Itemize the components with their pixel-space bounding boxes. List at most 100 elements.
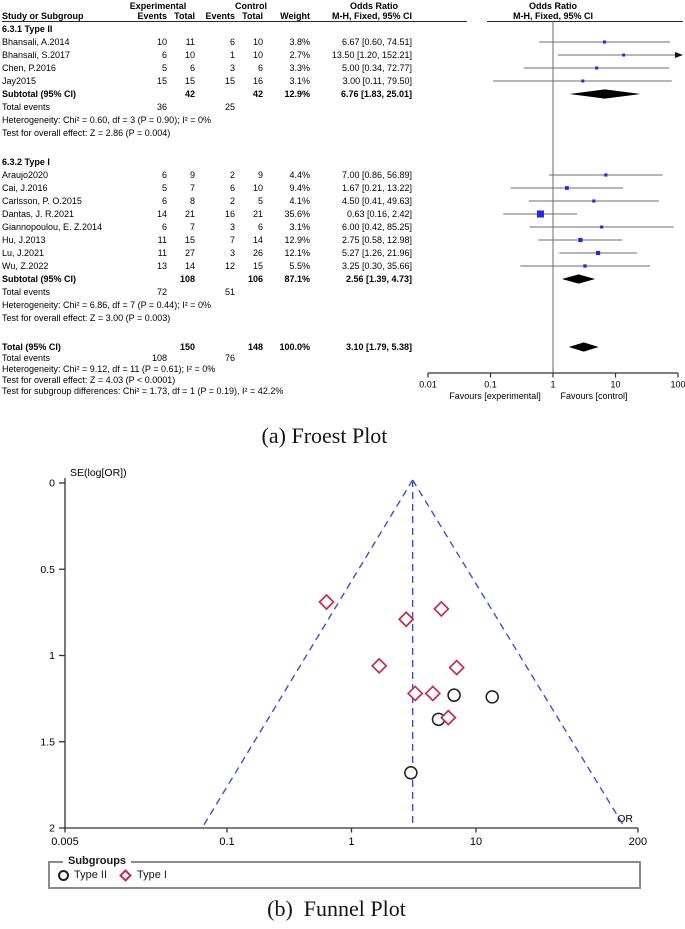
forest-x-tick-label: 0.1: [484, 380, 497, 390]
forest-plot-graph: 0.01 0.1 1 10 100 Favours [experimental] Favou…: [419, 22, 685, 401]
study-name: Hu, J.2013: [2, 234, 46, 245]
exp-total-cell: 8: [189, 195, 195, 206]
stat-note: Heterogeneity: Chi² = 9.12, df = 11 (P =…: [2, 363, 216, 374]
header-underline-left: [2, 20, 467, 22]
ctrl-events-cell: 3: [229, 247, 235, 258]
subtotal-diamond: [561, 274, 596, 284]
weight-cell: 87.1%: [284, 273, 310, 284]
weight-cell: 3.3%: [289, 62, 310, 73]
subgroup-title: 6.3.2 Type I: [2, 156, 50, 167]
subtotal-label: Subtotal (95% CI): [2, 273, 77, 284]
ctrl-total-cell: 5: [257, 195, 263, 206]
weight-cell: 3.1%: [289, 75, 310, 86]
total-events-exp: 72: [156, 286, 167, 297]
funnel-y-axis-label: SE(log[OR]): [70, 467, 127, 479]
effect-square: [565, 186, 569, 190]
study-name: Bhansali, A.2014: [2, 36, 70, 47]
ci-text-cell: 1.67 [0.21, 13.22]: [341, 182, 412, 193]
effect-square: [583, 264, 587, 268]
funnel-x-tick-label: 200: [629, 836, 647, 848]
weight-cell: 12.1%: [284, 247, 310, 258]
total-events-label: Total events: [2, 352, 51, 363]
stat-note: Heterogeneity: Chi² = 0.60, df = 3 (P = …: [2, 114, 211, 125]
ci-text-cell: 6.00 [0.42, 85.25]: [341, 221, 412, 232]
effect-square: [581, 79, 585, 83]
ci-text-cell: 3.10 [1.79, 5.38]: [345, 341, 412, 352]
ctrl-events-cell: 2: [229, 169, 235, 180]
ci-text-cell: 7.00 [0.86, 56.89]: [341, 169, 412, 180]
header-underline-right: [487, 20, 683, 22]
funnel-y-tick-label: 1: [49, 650, 55, 662]
exp-events-cell: 6: [161, 221, 167, 232]
col-total-ctrl: Total: [242, 11, 263, 21]
funnel-point-type1: [371, 657, 388, 675]
exp-total-cell: 27: [184, 247, 195, 258]
favours-experimental-label: Favours [experimental]: [449, 391, 541, 401]
funnel-right-ci-dashed-line: [412, 479, 626, 829]
stat-note: Test for overall effect: Z = 4.03 (P < 0…: [2, 374, 176, 385]
funnel-point-type2: [404, 766, 418, 780]
col-weight: Weight: [280, 11, 310, 21]
funnel-y-tick-label: 1.5: [40, 736, 55, 748]
total-events-ctrl: 76: [224, 352, 235, 363]
ci-text-cell: 4.50 [0.41, 49.63]: [341, 195, 412, 206]
funnel-left-ci-dashed-line: [201, 479, 414, 829]
ctrl-total-cell: 10: [252, 49, 263, 60]
funnel-x-tick-label: 10: [470, 836, 482, 848]
stat-note: Heterogeneity: Chi² = 6.86, df = 7 (P = …: [2, 299, 211, 310]
funnel-point-type1: [440, 709, 457, 726]
funnel-point-type1: [407, 685, 424, 702]
ctrl-events-cell: 15: [224, 75, 235, 86]
exp-total-cell: 7: [189, 221, 195, 232]
stat-note: Test for overall effect: Z = 2.86 (P = 0…: [2, 127, 171, 138]
exp-total-cell: 108: [179, 273, 195, 284]
funnel-point-type1: [433, 600, 450, 618]
ci-arrow-right: [675, 52, 683, 58]
funnel-y-tick-label: 2: [49, 823, 55, 835]
exp-total-cell: 14: [184, 260, 195, 271]
exp-events-cell: 10: [156, 36, 167, 47]
weight-cell: 4.1%: [289, 195, 310, 206]
col-mh-graph: M-H, Fixed, 95% CI: [512, 11, 593, 21]
ctrl-events-cell: 12: [224, 260, 235, 271]
study-name: Carlsson, P. O.2015: [2, 195, 82, 206]
total-events-exp: 108: [151, 352, 167, 363]
effect-square: [592, 199, 596, 203]
funnel-y-tick-label: 0: [49, 478, 55, 490]
exp-events-cell: 14: [156, 208, 167, 219]
ci-text-cell: 13.50 [1.20, 152.21]: [331, 49, 412, 60]
favours-control-label: Favours [control]: [560, 391, 627, 401]
study-name: Wu, Z.2022: [2, 260, 49, 271]
ci-text-cell: 3.00 [0.11, 79.50]: [342, 75, 412, 86]
funnel-x-tick-label: 0.005: [51, 836, 79, 848]
subtotal-label: Subtotal (95% CI): [2, 88, 77, 99]
exp-total-cell: 21: [184, 208, 195, 219]
subtotal-diamond: [569, 89, 641, 99]
total-events-ctrl: 51: [224, 286, 235, 297]
weight-cell: 2.7%: [289, 49, 310, 60]
ctrl-total-cell: 26: [252, 247, 263, 258]
study-name: Araujo2020: [2, 169, 49, 180]
exp-total-cell: 42: [184, 88, 195, 99]
funnel-x-tick-label: 0.1: [219, 836, 234, 848]
funnel-y-tick-label: 0.5: [40, 564, 55, 576]
exp-total-cell: 7: [189, 182, 195, 193]
funnel-point-type1: [397, 611, 415, 628]
effect-square: [602, 40, 607, 44]
funnel-legend: Subgroups Type II Type I: [48, 855, 641, 889]
ctrl-total-cell: 106: [247, 273, 263, 284]
ci-text-cell: 5.27 [1.26, 21.96]: [341, 247, 412, 258]
exp-total-cell: 9: [189, 169, 195, 180]
exp-events-cell: 5: [161, 182, 167, 193]
col-events-ctrl: Events: [205, 11, 235, 21]
exp-events-cell: 6: [161, 169, 167, 180]
study-name: Lu, J.2021: [2, 247, 45, 258]
forest-x-tick-label: 0.01: [419, 380, 437, 390]
exp-events-cell: 13: [156, 260, 167, 271]
weight-cell: 12.9%: [284, 234, 310, 245]
col-mh-text: M-H, Fixed, 95% CI: [331, 11, 412, 21]
study-name: Dantas, J. R.2021: [2, 208, 75, 219]
study-name: Giannopoulou, E. Z.2014: [2, 221, 103, 232]
ctrl-events-cell: 2: [229, 195, 235, 206]
